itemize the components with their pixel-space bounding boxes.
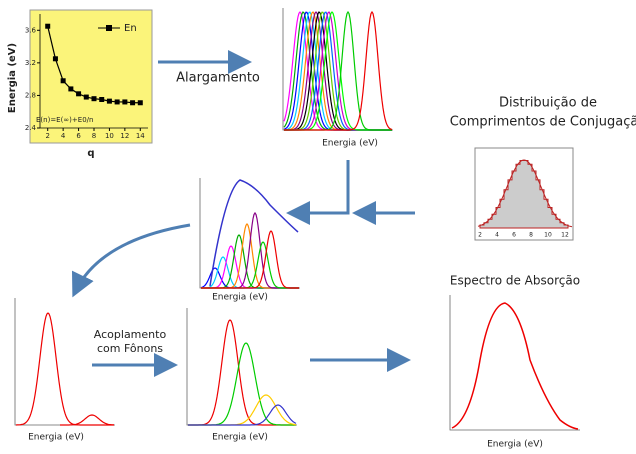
y-tick-label: 3.6 bbox=[25, 26, 37, 34]
label: Comprimentos de Conjugação bbox=[450, 115, 636, 130]
curve bbox=[451, 302, 579, 430]
curve bbox=[284, 10, 393, 131]
y-tick-label: 2.8 bbox=[25, 91, 36, 99]
point bbox=[137, 100, 143, 106]
x-tick-label: 6 bbox=[76, 132, 81, 140]
histogram-tick-label: 4 bbox=[495, 232, 499, 239]
label: Alargamento bbox=[176, 71, 260, 86]
x-tick-label: 14 bbox=[136, 132, 145, 140]
label: Acoplamento bbox=[94, 328, 167, 341]
y-tick-label: 2.4 bbox=[25, 124, 37, 132]
axis-label: Energia (eV) bbox=[28, 433, 84, 443]
x-axis-label: q bbox=[87, 148, 94, 159]
legend-marker bbox=[106, 25, 112, 31]
label: Distribuição de bbox=[499, 96, 597, 111]
x-tick-label: 10 bbox=[105, 132, 114, 140]
point bbox=[83, 94, 89, 100]
point bbox=[106, 98, 112, 104]
label: Espectro de Absorção bbox=[450, 274, 580, 288]
curve bbox=[188, 394, 297, 426]
x-tick-label: 2 bbox=[45, 132, 49, 140]
histogram-tick-label: 12 bbox=[561, 232, 569, 239]
curve bbox=[477, 159, 573, 228]
point bbox=[130, 100, 136, 106]
point bbox=[68, 86, 74, 92]
arrow bbox=[71, 223, 191, 298]
formula: E(n)=E(∞)+E0/n bbox=[36, 116, 93, 124]
y-tick-label: 3.2 bbox=[25, 59, 36, 67]
axis-label: Energia (eV) bbox=[212, 293, 268, 303]
histogram-tick-label: 2 bbox=[478, 232, 482, 239]
label: com Fônons bbox=[97, 342, 163, 355]
point bbox=[91, 96, 97, 102]
curve bbox=[188, 319, 296, 426]
x-tick-label: 8 bbox=[92, 132, 96, 140]
legend-label: En bbox=[124, 23, 137, 34]
point bbox=[99, 97, 105, 102]
point bbox=[60, 78, 66, 84]
curve bbox=[201, 230, 299, 289]
curve bbox=[209, 179, 299, 287]
axis-label: Energia (eV) bbox=[487, 440, 543, 450]
curve bbox=[188, 404, 297, 426]
histogram-tick-label: 10 bbox=[544, 232, 552, 239]
point bbox=[122, 99, 128, 105]
point bbox=[52, 56, 58, 62]
x-tick-label: 4 bbox=[61, 132, 66, 140]
histogram-tick-label: 8 bbox=[529, 232, 533, 239]
axis-label: Energia (eV) bbox=[322, 139, 378, 149]
curve bbox=[60, 414, 114, 426]
point bbox=[114, 99, 120, 105]
histogram-tick-label: 6 bbox=[512, 232, 516, 239]
arrow bbox=[286, 160, 350, 225]
y-axis-label: Energia (eV) bbox=[7, 43, 18, 113]
x-tick-label: 12 bbox=[120, 132, 129, 140]
curve bbox=[15, 312, 114, 426]
chart-panel bbox=[29, 9, 153, 144]
point bbox=[76, 91, 82, 97]
point bbox=[45, 23, 51, 29]
axis-label: Energia (eV) bbox=[212, 433, 268, 443]
